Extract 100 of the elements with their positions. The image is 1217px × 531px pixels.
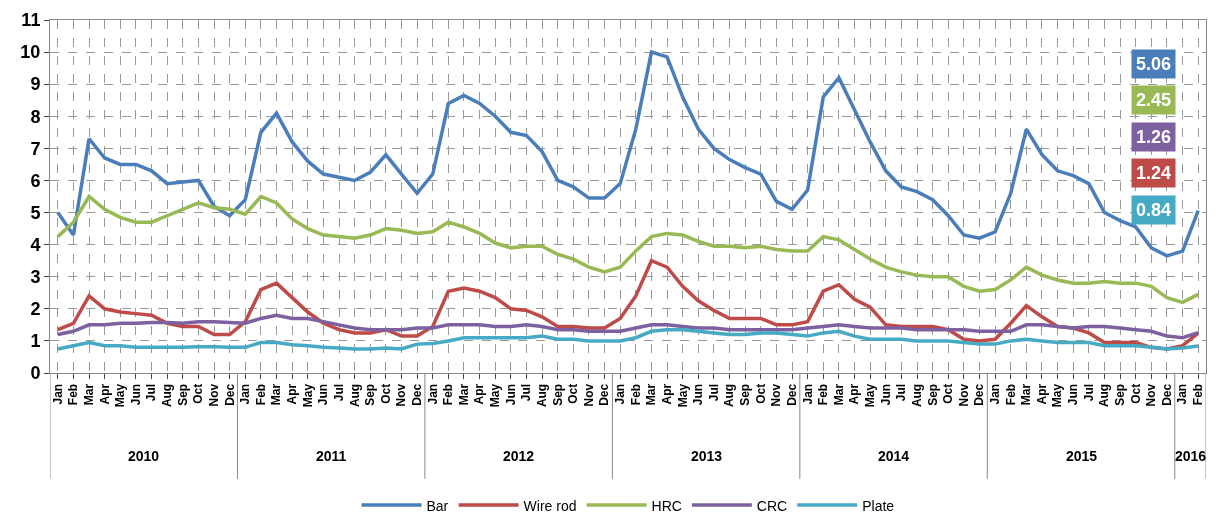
- x-tick-label: Jan: [1175, 383, 1190, 405]
- y-tick-label: 2: [30, 299, 41, 320]
- x-tick-label: Mar: [81, 383, 96, 406]
- x-tick-label: Jul: [1081, 383, 1096, 402]
- x-tick-label: Mar: [456, 383, 471, 406]
- x-tick-label: Nov: [394, 383, 409, 407]
- x-tick-label: May: [863, 383, 878, 408]
- x-tick-label: Apr: [285, 383, 300, 405]
- x-tick-label: Jun: [878, 383, 893, 406]
- annotation: 1.26: [1136, 127, 1172, 147]
- x-tick-label: Apr: [847, 383, 862, 405]
- x-tick-label: Jul: [519, 383, 534, 402]
- x-tick-label: Sep: [550, 383, 565, 406]
- x-tick-label: Feb: [66, 383, 81, 406]
- text: 2015: [1066, 448, 1098, 464]
- legend-label: HRC: [651, 497, 682, 514]
- y-tick-label: 5: [30, 202, 41, 223]
- x-tick-label: Jun: [316, 383, 331, 406]
- legend-label: Wire rod: [523, 497, 577, 514]
- x-tick-label: Mar: [269, 383, 284, 406]
- x-tick-label: Apr: [659, 383, 674, 405]
- x-tick-label: May: [300, 383, 315, 408]
- text: 2012: [503, 448, 535, 464]
- text: 2013: [691, 448, 723, 464]
- x-tick-label: May: [1050, 383, 1065, 408]
- x-tick-label: Dec: [597, 383, 612, 406]
- annotation: 1.24: [1136, 163, 1172, 183]
- x-tick-label: Jun: [128, 383, 143, 406]
- y-tick-label: 4: [30, 234, 41, 255]
- text: 2011: [316, 448, 347, 464]
- x-tick-label: Aug: [534, 383, 549, 408]
- y-tick-label: 0: [30, 363, 41, 384]
- legend-label: CRC: [756, 497, 788, 514]
- text: 2014: [878, 448, 910, 464]
- y-tick-label: 7: [30, 138, 41, 159]
- x-tick-label: Jan: [613, 383, 628, 405]
- text: 2016: [1175, 448, 1207, 464]
- x-tick-label: Apr: [97, 383, 112, 405]
- x-tick-label: Feb: [441, 383, 456, 406]
- x-tick-label: Jul: [894, 383, 909, 402]
- x-tick-label: May: [113, 383, 128, 408]
- y-tick-label: 9: [30, 74, 41, 95]
- x-tick-label: Aug: [160, 383, 175, 408]
- x-tick-label: Sep: [925, 383, 940, 406]
- x-tick-label: Dec: [784, 383, 799, 406]
- x-tick-label: Jan: [50, 383, 65, 405]
- x-tick-label: Nov: [956, 383, 971, 407]
- x-tick-label: Nov: [1144, 383, 1159, 407]
- x-tick-label: Sep: [175, 383, 190, 406]
- x-tick-label: Dec: [1159, 383, 1174, 406]
- legend-label: Plate: [862, 497, 895, 514]
- x-tick-label: Jul: [331, 383, 346, 402]
- x-tick-label: Aug: [722, 383, 737, 408]
- x-tick-label: Feb: [816, 383, 831, 406]
- x-tick-label: Jan: [800, 383, 815, 405]
- x-tick-label: Feb: [1191, 383, 1206, 406]
- x-tick-label: Jan: [988, 383, 1003, 405]
- x-tick-label: Oct: [566, 383, 581, 404]
- x-tick-label: Apr: [1034, 383, 1049, 405]
- x-tick-label: May: [675, 383, 690, 408]
- x-tick-label: Jun: [1066, 383, 1081, 406]
- x-tick-label: Mar: [644, 383, 659, 406]
- x-tick-label: Feb: [628, 383, 643, 406]
- x-tick-label: Nov: [206, 383, 221, 407]
- x-tick-label: Jan: [238, 383, 253, 405]
- x-tick-label: Feb: [253, 383, 268, 406]
- y-tick-label: 10: [20, 42, 41, 63]
- x-tick-label: Oct: [191, 383, 206, 404]
- x-tick-label: Aug: [909, 383, 924, 408]
- x-tick-label: Sep: [363, 383, 378, 406]
- x-tick-label: Aug: [1097, 383, 1112, 408]
- x-tick-label: Jul: [706, 383, 721, 402]
- annotation: 5.06: [1136, 54, 1172, 74]
- x-tick-label: Jun: [691, 383, 706, 406]
- x-tick-label: Sep: [738, 383, 753, 406]
- text: 2010: [128, 448, 160, 464]
- annotation: 0.84: [1136, 200, 1172, 220]
- x-tick-label: Dec: [972, 383, 987, 406]
- y-tick-label: 3: [30, 267, 41, 288]
- annotation: 2.45: [1136, 90, 1172, 110]
- y-tick-label: 1: [30, 331, 41, 352]
- legend-label: Bar: [426, 497, 449, 514]
- x-tick-label: Jul: [144, 383, 159, 402]
- x-tick-label: Aug: [347, 383, 362, 408]
- y-tick-label: 8: [30, 106, 41, 127]
- x-tick-label: Dec: [222, 383, 237, 406]
- x-tick-label: Oct: [1128, 383, 1143, 404]
- y-tick-label: 6: [30, 170, 41, 191]
- x-tick-label: Oct: [753, 383, 768, 404]
- x-tick-label: Apr: [472, 383, 487, 405]
- x-tick-label: Mar: [831, 383, 846, 406]
- y-tick-label: 11: [21, 10, 41, 31]
- x-tick-label: Feb: [1003, 383, 1018, 406]
- x-tick-label: Oct: [378, 383, 393, 404]
- x-tick-label: Mar: [1019, 383, 1034, 406]
- x-tick-label: Jan: [425, 383, 440, 405]
- x-tick-label: Oct: [941, 383, 956, 404]
- x-tick-label: May: [488, 383, 503, 408]
- x-tick-label: Jun: [503, 383, 518, 406]
- x-tick-label: Sep: [1112, 383, 1127, 406]
